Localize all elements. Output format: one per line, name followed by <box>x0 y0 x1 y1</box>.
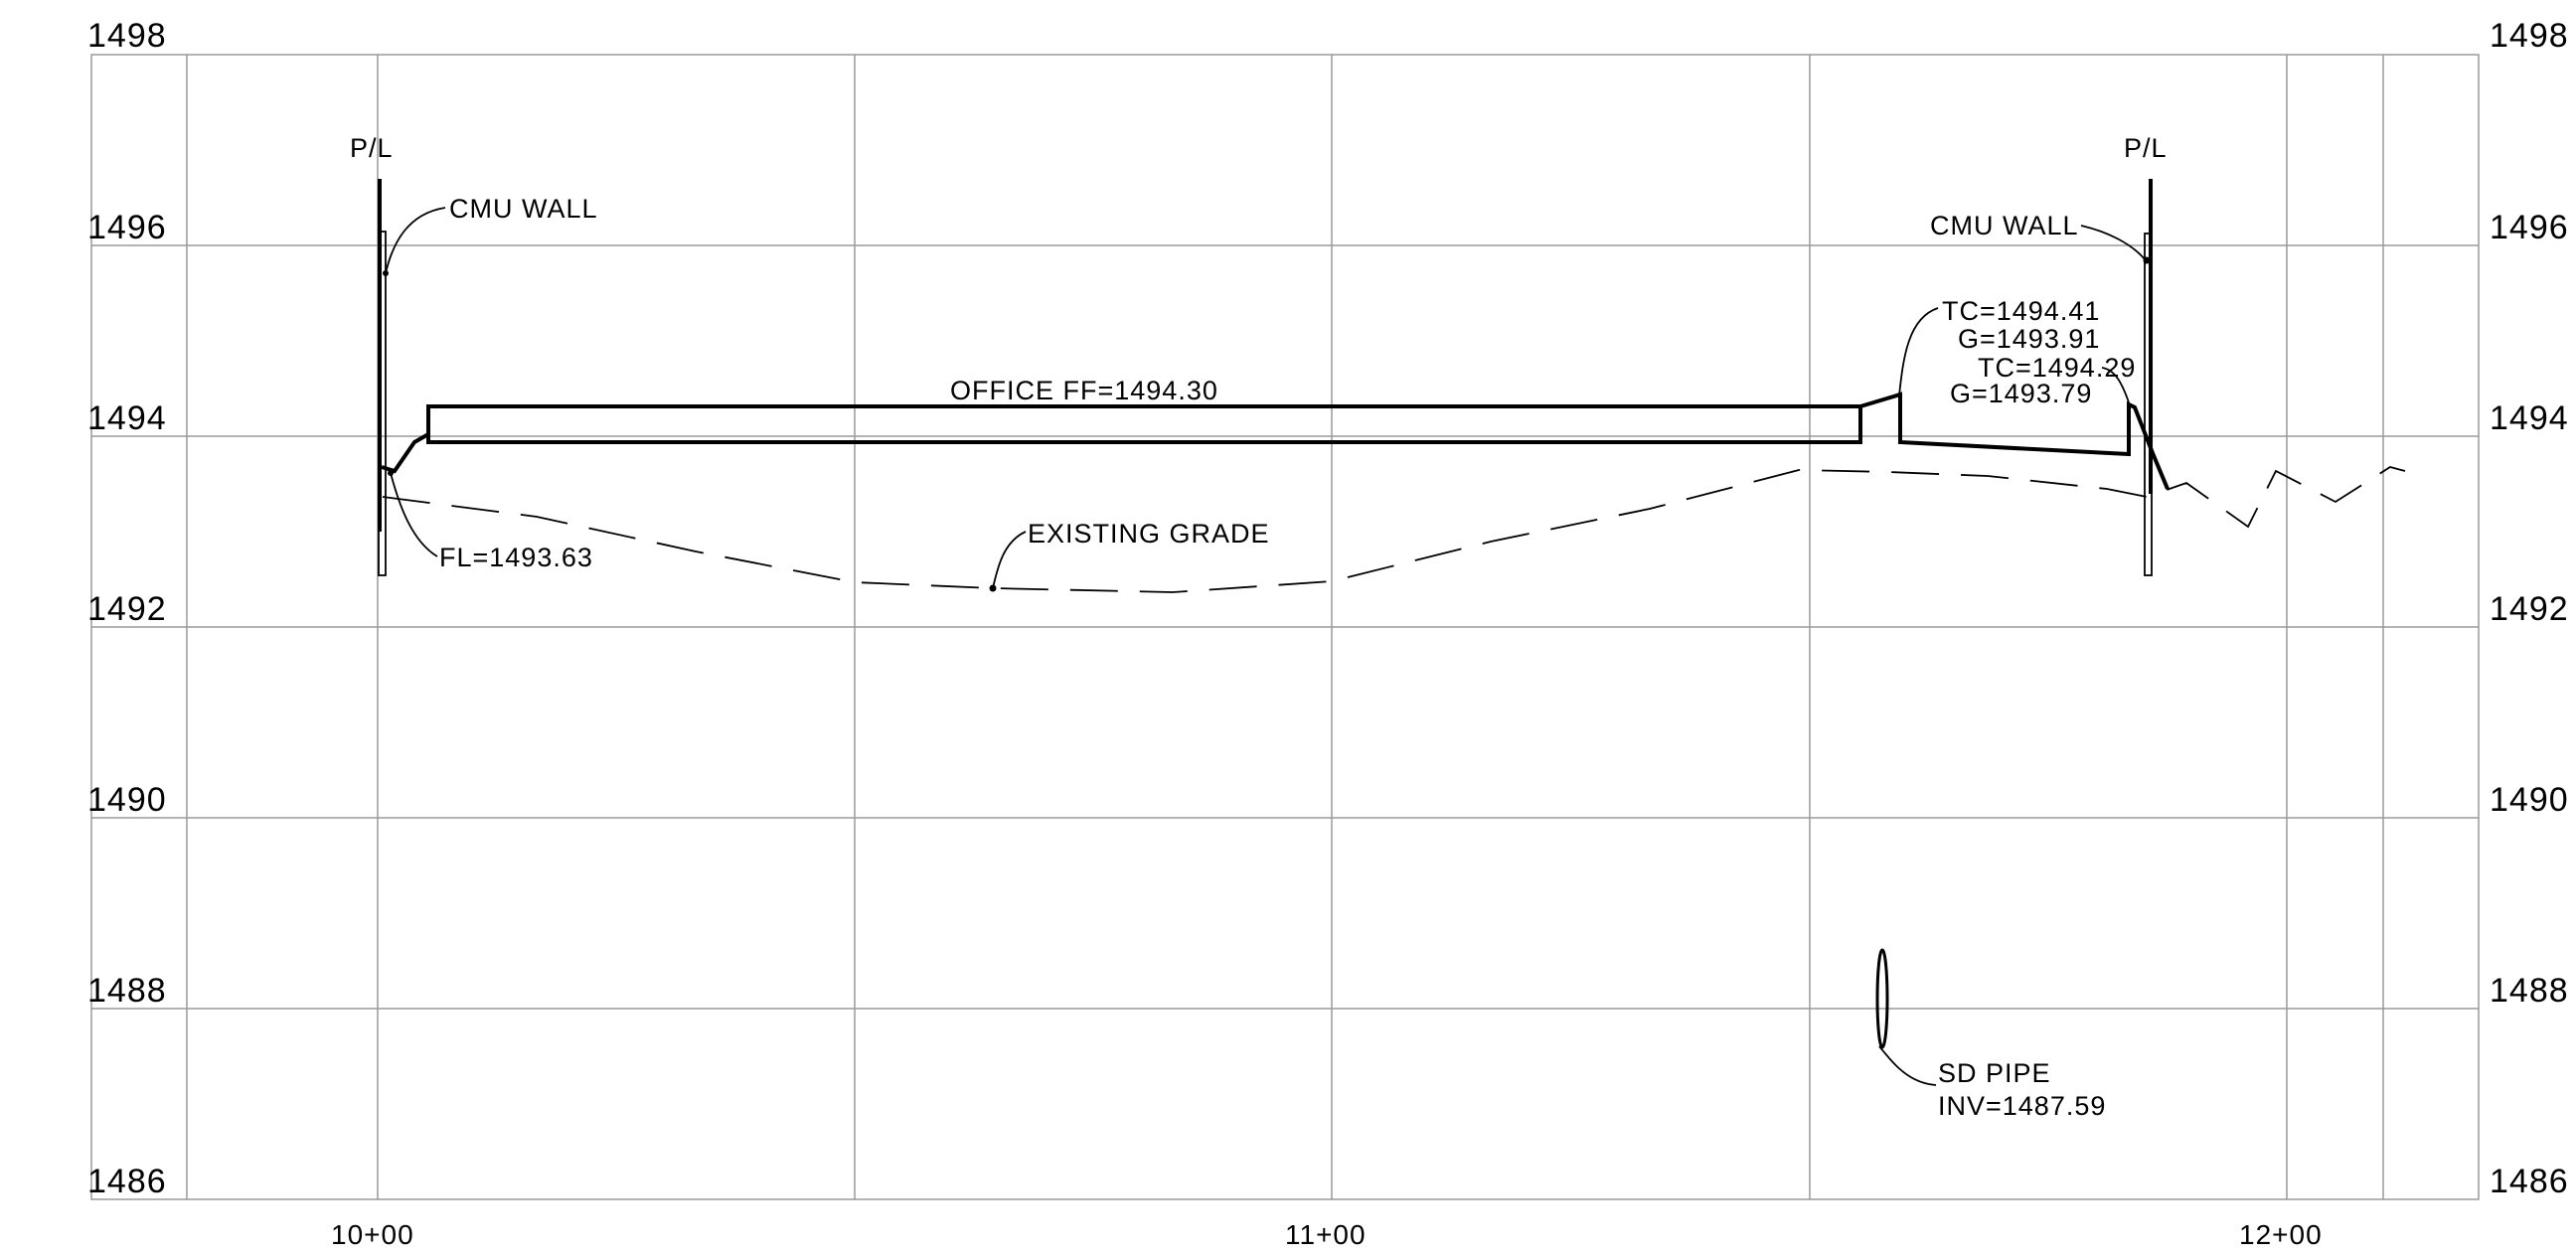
leader-cmu-left <box>385 207 446 274</box>
cmu-wall-right <box>2144 233 2153 576</box>
leader-existing-grade <box>992 531 1027 589</box>
fl-label: FL=1493.63 <box>439 543 593 572</box>
dot-fl <box>388 470 394 476</box>
annotations: P/L P/L CMU WALL CMU WALL OFFICE FF=1494… <box>350 133 2168 1121</box>
y-tick-label-right: 1494 <box>2490 399 2569 437</box>
cmu-wall-right-label: CMU WALL <box>1930 211 2079 240</box>
leader-dots <box>383 256 2151 592</box>
pl-left-label: P/L <box>350 133 394 163</box>
y-axis-left: 1498 1496 1494 1492 1490 1488 1486 <box>87 17 167 1200</box>
x-tick-label: 12+00 <box>2239 1219 2323 1250</box>
x-axis: 10+00 11+00 12+00 <box>331 1219 2323 1250</box>
grid <box>90 54 2480 1200</box>
y-tick-label-left: 1492 <box>87 590 167 628</box>
right-finish-grade <box>1859 392 2170 490</box>
y-axis-right: 1498 1496 1494 1492 1490 1488 1486 <box>2490 17 2569 1200</box>
sd-pipe <box>1875 948 1889 1049</box>
y-tick-label-right: 1488 <box>2490 972 2569 1010</box>
existing-grade-label: EXISTING GRADE <box>1028 519 1270 549</box>
existing-grade-line <box>382 466 2406 593</box>
g1-label: G=1493.91 <box>1958 324 2100 354</box>
inv-label: INV=1487.59 <box>1938 1091 2106 1121</box>
leader-tc2 <box>2101 367 2130 403</box>
leader-sd-pipe <box>1878 1045 1937 1086</box>
left-finish-grade <box>381 432 429 474</box>
tc1-label: TC=1494.41 <box>1942 296 2100 326</box>
leaders <box>385 207 2147 1086</box>
dot-cmu-left <box>383 270 389 276</box>
cmu-wall-left-label: CMU WALL <box>449 194 598 224</box>
g2-label: G=1493.79 <box>1950 379 2092 408</box>
office-ff-label: OFFICE FF=1494.30 <box>950 376 1218 405</box>
x-tick-label: 11+00 <box>1285 1219 1367 1250</box>
y-tick-label-left: 1486 <box>87 1163 167 1200</box>
y-tick-label-left: 1494 <box>87 399 167 437</box>
leader-fl <box>390 472 438 557</box>
cmu-wall-left <box>378 231 387 576</box>
dot-cmu-right <box>2143 256 2151 264</box>
y-tick-label-left: 1498 <box>87 17 167 55</box>
y-tick-label-right: 1498 <box>2490 17 2569 55</box>
y-tick-label-left: 1496 <box>87 209 167 246</box>
x-tick-label: 10+00 <box>331 1219 414 1250</box>
y-tick-label-left: 1490 <box>87 781 167 819</box>
pl-right-label: P/L <box>2124 133 2168 163</box>
y-tick-label-right: 1490 <box>2490 781 2569 819</box>
dot-existing-grade <box>989 584 997 592</box>
tc2-label: TC=1494.29 <box>1978 353 2136 383</box>
y-tick-label-right: 1486 <box>2490 1163 2569 1200</box>
y-tick-label-right: 1492 <box>2490 590 2569 628</box>
y-tick-label-left: 1488 <box>87 972 167 1010</box>
leader-tc1 <box>1898 307 1939 396</box>
leader-cmu-right <box>2080 225 2147 261</box>
y-tick-label-right: 1496 <box>2490 209 2569 246</box>
sd-pipe-label: SD PIPE <box>1938 1058 2051 1088</box>
office-slab <box>426 404 1862 444</box>
